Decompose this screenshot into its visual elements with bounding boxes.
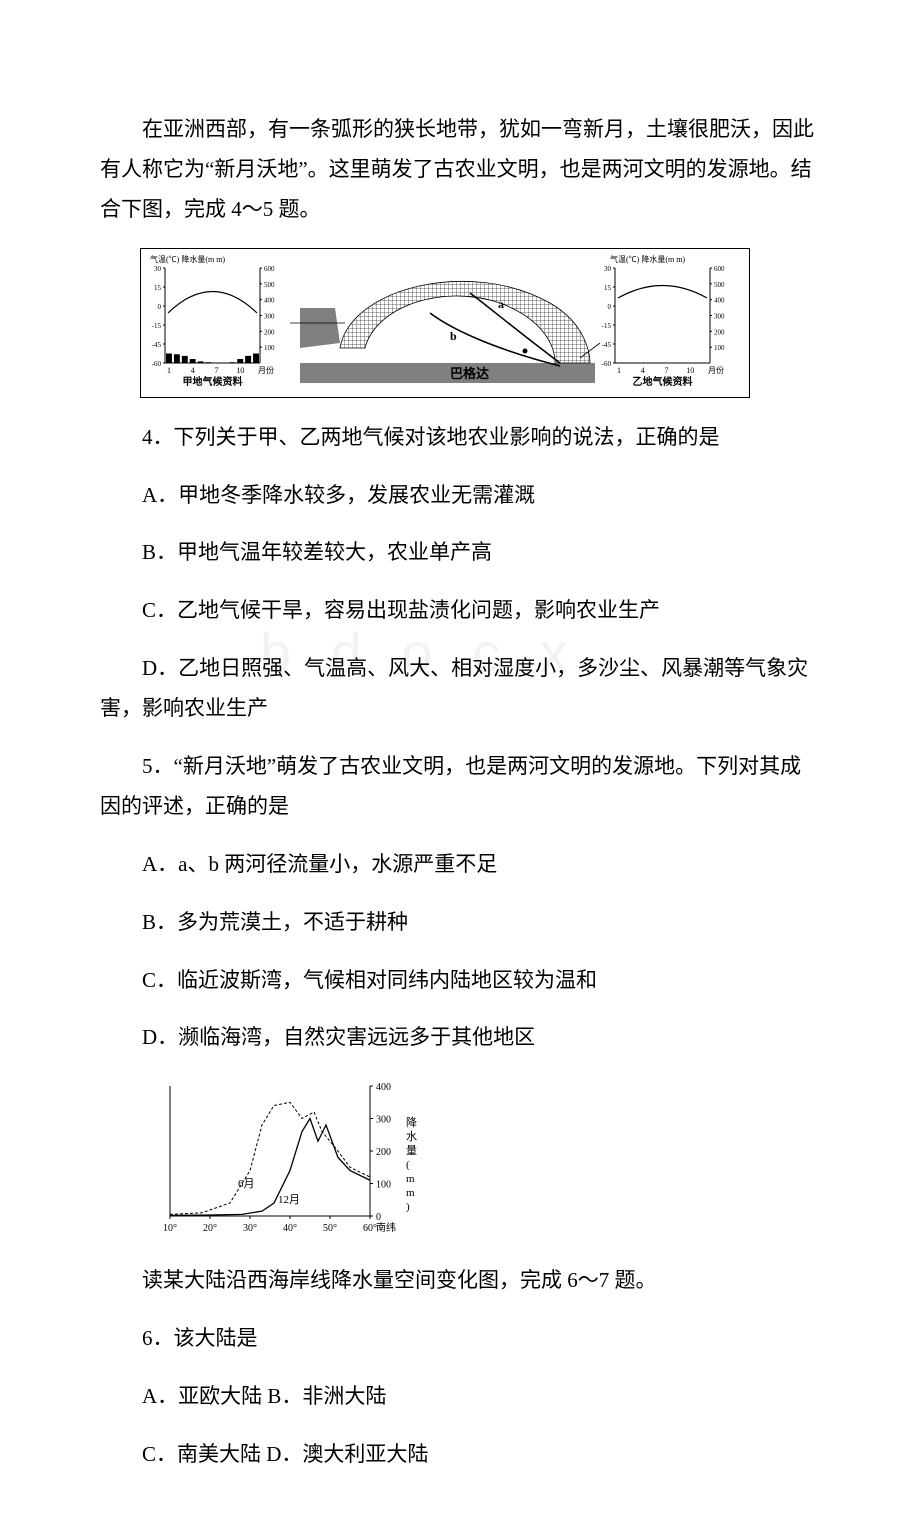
svg-text:水: 水 (406, 1130, 417, 1143)
svg-text:-60: -60 (152, 360, 162, 368)
intro-paragraph: 在亚洲西部，有一条弧形的狭长地带，犹如一弯新月，土壤很肥沃，因此有人称它为“新月… (100, 110, 820, 230)
svg-text:10: 10 (236, 366, 244, 375)
svg-text:甲地气候资料: 甲地气候资料 (183, 375, 243, 388)
svg-text:4: 4 (191, 366, 195, 375)
svg-text:200: 200 (714, 328, 725, 336)
figure-1: 气温(℃) 降水量(m m)30150-15-45-60600500400300… (140, 248, 820, 398)
intro2-paragraph: 读某大陆沿西海岸线降水量空间变化图，完成 6～7 题。 (100, 1261, 820, 1301)
svg-text:30: 30 (154, 265, 162, 273)
q5-option-a: A．a、b 两河径流量小，水源严重不足 (100, 845, 820, 885)
svg-text:): ) (406, 1201, 410, 1213)
svg-text:500: 500 (264, 281, 275, 289)
svg-text:0: 0 (158, 303, 162, 311)
svg-text:40°: 40° (283, 1223, 297, 1234)
q5-option-d: D．濒临海湾，自然灾害远远多于其他地区 (100, 1018, 820, 1058)
svg-text:400: 400 (376, 1082, 391, 1093)
svg-text:100: 100 (714, 344, 725, 352)
svg-text:m: m (406, 1173, 415, 1185)
svg-text:量: 量 (406, 1144, 417, 1157)
svg-text:200: 200 (376, 1147, 391, 1158)
q5-option-c: C．临近波斯湾，气候相对同纬内陆地区较为温和 (100, 961, 820, 1001)
svg-text:400: 400 (264, 296, 275, 304)
svg-text:500: 500 (714, 281, 725, 289)
svg-text:巴格达: 巴格达 (450, 366, 489, 381)
q4-option-b: B．甲地气温年较差较大，农业单产高 (100, 533, 820, 573)
svg-text:400: 400 (714, 296, 725, 304)
svg-text:15: 15 (604, 284, 612, 292)
q4-option-d: D．乙地日照强、气温高、风大、相对湿度小，多沙尘、风暴潮等气象灾害，影响农业生产 (100, 649, 820, 729)
svg-text:300: 300 (714, 312, 725, 320)
svg-text:10°: 10° (163, 1223, 177, 1234)
svg-text:10: 10 (686, 366, 694, 375)
q6-options-cd: C．南美大陆 D．澳大利亚大陆 (100, 1435, 820, 1475)
svg-text:-60: -60 (602, 360, 612, 368)
svg-text:60°: 60° (363, 1223, 377, 1234)
svg-text:南纬: 南纬 (376, 1221, 396, 1234)
q5-stem: 5．“新月沃地”萌发了古农业文明，也是两河文明的发源地。下列对其成因的评述，正确… (100, 747, 820, 827)
svg-text:600: 600 (714, 265, 725, 273)
svg-text:15: 15 (154, 284, 162, 292)
svg-text:1: 1 (167, 366, 171, 375)
svg-text:1: 1 (617, 366, 621, 375)
svg-text:20°: 20° (203, 1223, 217, 1234)
svg-text:气温(℃) 降水量(m m): 气温(℃) 降水量(m m) (150, 254, 225, 264)
q6-stem: 6．该大陆是 (100, 1319, 820, 1359)
svg-text:月份: 月份 (708, 365, 724, 375)
q4-stem: 4．下列关于甲、乙两地气候对该地农业影响的说法，正确的是 (100, 418, 820, 458)
svg-text:(: ( (406, 1159, 410, 1171)
svg-text:300: 300 (376, 1115, 391, 1126)
svg-text:6月: 6月 (238, 1178, 255, 1190)
svg-text:m: m (406, 1187, 415, 1199)
svg-text:-45: -45 (602, 341, 612, 349)
svg-text:50°: 50° (323, 1223, 337, 1234)
svg-text:0: 0 (376, 1212, 381, 1223)
svg-text:7: 7 (214, 366, 218, 375)
q4-option-c: C．乙地气候干旱，容易出现盐渍化问题，影响农业生产 (100, 591, 820, 631)
svg-text:0: 0 (608, 303, 612, 311)
figure-2: 400 300 200 100 0 降水量 ( mm) 10° 20° 30° 40° 50° 60°南纬… (140, 1076, 820, 1241)
svg-text:降: 降 (406, 1115, 417, 1129)
svg-text:30°: 30° (243, 1223, 257, 1234)
svg-text:b: b (450, 329, 457, 343)
svg-text:12月: 12月 (278, 1194, 300, 1206)
svg-text:300: 300 (264, 312, 275, 320)
svg-text:7: 7 (664, 366, 668, 375)
svg-text:100: 100 (264, 344, 275, 352)
svg-text:100: 100 (376, 1180, 391, 1191)
svg-text:气温(℃) 降水量(m m): 气温(℃) 降水量(m m) (610, 254, 685, 264)
svg-text:-15: -15 (152, 322, 162, 330)
svg-text:-15: -15 (602, 322, 612, 330)
svg-text:30: 30 (604, 265, 612, 273)
q6-options-ab: A．亚欧大陆 B．非洲大陆 (100, 1377, 820, 1417)
q5-option-b: B．多为荒漠土，不适于耕种 (100, 903, 820, 943)
svg-text:4: 4 (641, 366, 645, 375)
svg-text:乙地气候资料: 乙地气候资料 (633, 375, 693, 388)
q4-option-a: A．甲地冬季降水较多，发展农业无需灌溉 (100, 476, 820, 516)
svg-text:600: 600 (264, 265, 275, 273)
svg-text:200: 200 (264, 328, 275, 336)
svg-text:月份: 月份 (258, 365, 274, 375)
svg-text:-45: -45 (152, 341, 162, 349)
svg-text:a: a (498, 297, 504, 311)
